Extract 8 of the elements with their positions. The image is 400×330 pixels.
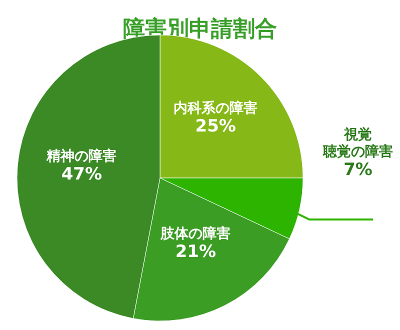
slice-label: 肢体の障害 <box>160 225 231 242</box>
data-label: 21% <box>175 242 216 262</box>
slice-label: 内科系の障害 <box>174 99 258 116</box>
slice-label: 視覚聴覚の障害 <box>322 126 393 160</box>
data-label: 47% <box>61 164 102 185</box>
slice-label: 精神の障害 <box>46 148 117 165</box>
data-label: 7% <box>344 160 372 180</box>
data-label: 25% <box>195 116 236 136</box>
